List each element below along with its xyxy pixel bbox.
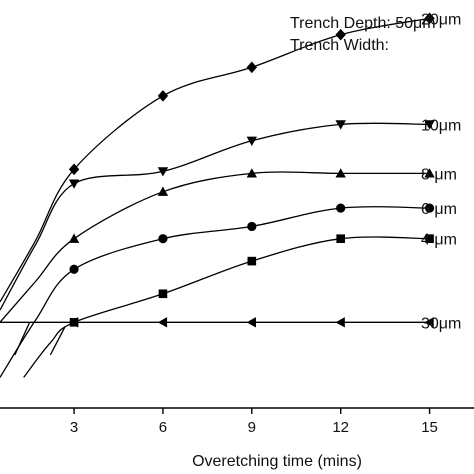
data-point-0-3 <box>335 28 346 41</box>
data-point-4-1 <box>158 289 168 299</box>
data-point-2-4 <box>424 168 435 178</box>
series-label-3: 6 μm <box>421 201 457 218</box>
x-axis-label: Overetching time (mins) <box>192 453 362 470</box>
series-label-4: 4 μm <box>421 232 457 249</box>
data-point-1-2 <box>246 136 258 146</box>
data-point-5-0 <box>68 317 79 328</box>
data-point-3-0 <box>69 264 79 274</box>
extra-line-1 <box>49 326 66 356</box>
series-markers <box>68 12 435 328</box>
series-label-1: 10μm <box>421 117 461 134</box>
data-point-2-1 <box>157 186 169 196</box>
x-axis: 3 6 9 12 15 <box>0 407 474 436</box>
data-point-1-0 <box>68 179 80 189</box>
data-point-5-4 <box>424 317 434 328</box>
series-line-2 <box>0 171 430 323</box>
data-point-5-3 <box>335 317 345 328</box>
data-point-1-3 <box>335 120 346 130</box>
series-line-1 <box>0 122 430 311</box>
data-point-3-2 <box>247 221 257 232</box>
data-point-1-4 <box>424 120 435 130</box>
data-point-2-0 <box>68 233 80 243</box>
series-line-3 <box>0 206 430 378</box>
data-point-3-1 <box>158 234 168 244</box>
x-tick-label-1: 6 <box>159 419 167 436</box>
data-point-3-3 <box>336 203 346 213</box>
legend-title-0: Trench Depth: 50μm <box>290 15 436 32</box>
data-point-0-4 <box>424 12 435 25</box>
series-label-5: 30μm <box>421 315 461 332</box>
data-point-2-3 <box>335 168 346 178</box>
data-point-2-2 <box>246 168 258 178</box>
data-point-3-4 <box>424 203 435 213</box>
data-point-0-0 <box>68 163 80 176</box>
data-point-0-2 <box>246 61 258 74</box>
data-point-4-2 <box>247 256 257 266</box>
x-tick-label-3: 12 <box>332 419 349 436</box>
data-point-5-1 <box>157 317 168 328</box>
series-label-0: 20μm <box>421 11 461 28</box>
x-tick-label-2: 9 <box>248 419 256 436</box>
series-line-0 <box>0 17 430 303</box>
labels: Overetching time (mins) Trench Depth: 50μ… <box>192 11 461 470</box>
extra-line-0 <box>14 322 31 356</box>
x-tick-label-4: 15 <box>421 419 438 436</box>
data-point-4-4 <box>425 234 434 243</box>
series-lines <box>0 17 430 378</box>
series-line-4 <box>23 236 430 378</box>
legend-title-1: Trench Width: <box>290 37 389 54</box>
data-point-1-1 <box>157 167 169 177</box>
data-point-4-3 <box>336 234 345 243</box>
x-tick-label-0: 3 <box>70 419 78 436</box>
data-point-0-1 <box>157 90 169 102</box>
data-point-5-2 <box>246 317 256 328</box>
series-label-2: 8 μm <box>421 166 457 183</box>
